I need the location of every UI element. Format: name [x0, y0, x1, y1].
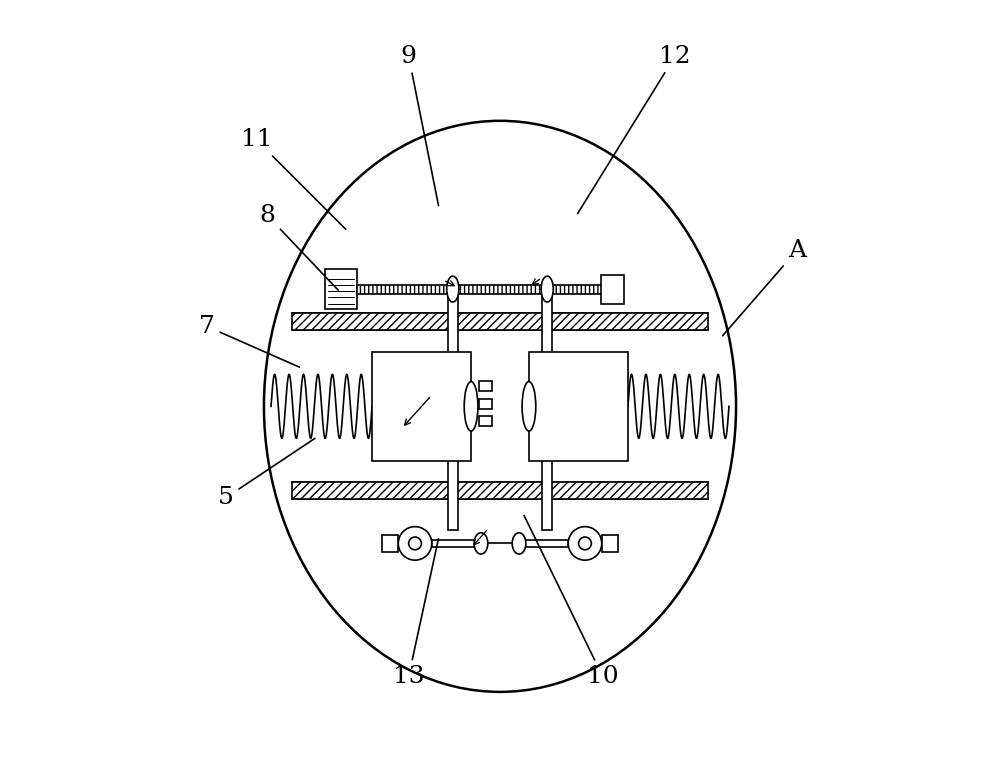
Circle shape: [579, 537, 591, 550]
Bar: [529, 351, 628, 461]
Bar: [602, 535, 618, 551]
Ellipse shape: [474, 533, 488, 554]
Ellipse shape: [522, 382, 536, 431]
Bar: [601, 275, 624, 304]
Text: 13: 13: [393, 538, 438, 688]
Ellipse shape: [464, 382, 478, 431]
Text: 11: 11: [241, 128, 346, 229]
Ellipse shape: [447, 276, 459, 302]
Circle shape: [398, 527, 432, 560]
Ellipse shape: [541, 276, 553, 302]
Bar: [292, 482, 708, 499]
Text: 5: 5: [218, 439, 315, 509]
Ellipse shape: [512, 533, 526, 554]
Text: 10: 10: [524, 515, 619, 688]
Bar: [519, 540, 568, 547]
Bar: [542, 283, 552, 530]
Bar: [357, 285, 604, 294]
Bar: [292, 314, 708, 331]
Text: 7: 7: [199, 315, 299, 367]
Ellipse shape: [264, 120, 736, 692]
Circle shape: [409, 537, 421, 550]
Circle shape: [568, 527, 602, 560]
Bar: [479, 399, 492, 409]
Text: 8: 8: [260, 205, 338, 290]
Bar: [325, 269, 357, 309]
Bar: [479, 416, 492, 426]
Text: A: A: [723, 239, 806, 336]
Text: 12: 12: [578, 44, 691, 214]
Bar: [432, 540, 481, 547]
Bar: [382, 535, 398, 551]
Bar: [448, 283, 458, 530]
Bar: [372, 351, 471, 461]
Bar: [479, 381, 492, 391]
Text: 9: 9: [401, 44, 439, 206]
